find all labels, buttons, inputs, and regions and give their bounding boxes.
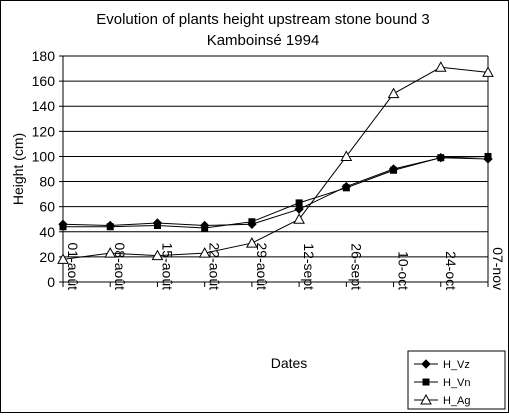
data-point-triangle (246, 237, 258, 248)
data-point-square (106, 223, 114, 231)
axes (59, 55, 489, 287)
x-tick-label: 22-août (207, 243, 223, 291)
data-point-triangle (104, 247, 117, 258)
series-H_Ag (57, 61, 494, 264)
legend-label: H_Vn (443, 377, 471, 389)
y-tick-label: 140 (32, 98, 56, 114)
data-point-square (422, 378, 430, 386)
data-point-triangle (387, 87, 400, 99)
x-tick-label: 08-août (112, 243, 128, 291)
data-point-square (153, 222, 161, 229)
data-point-square (342, 184, 350, 192)
x-tick-label: 07-nov (490, 247, 506, 290)
y-tick-label: 80 (39, 174, 55, 190)
data-point-triangle (198, 247, 211, 258)
legend-label: H_Ag (443, 395, 471, 407)
chart-subtitle: Kamboinsé 1994 (207, 32, 320, 49)
series-layer (57, 61, 494, 264)
x-tick-label: 15-août (159, 243, 175, 291)
x-tick-label: 26-sept (348, 243, 364, 290)
y-tick-label: 20 (39, 249, 55, 265)
x-tick-label: 01-août (65, 243, 81, 291)
legend: H_Vz H_Vn H_Ag (407, 350, 506, 410)
series-line (63, 155, 489, 229)
y-tick-label: 180 (32, 48, 56, 64)
x-tick-labels: 01-août 08-août 15-août 22-août 29-août 12-se… (65, 243, 506, 291)
series-H_Vz (58, 152, 493, 231)
x-tick-label: 12-sept (301, 243, 317, 290)
data-point-triangle (57, 253, 69, 264)
y-tick-label: 60 (39, 199, 55, 215)
x-tick-label: 29-août (254, 243, 270, 291)
x-tick-label: 10-oct (396, 251, 412, 290)
chart-title: Evolution of plants height upstream ston… (96, 11, 430, 28)
data-point-triangle (434, 61, 447, 72)
data-point-diamond (421, 359, 431, 369)
data-point-square (437, 154, 445, 162)
data-point-triangle (482, 66, 494, 77)
x-axis-title: Dates (271, 355, 308, 371)
x-tick-label: 24-oct (443, 251, 459, 290)
data-point-square (390, 166, 398, 174)
series-H_Vn (59, 152, 492, 232)
series-line (62, 66, 489, 260)
y-tick-label: 0 (47, 274, 55, 290)
data-point-square (201, 224, 209, 232)
y-tick-label: 40 (39, 224, 55, 240)
data-point-triangle (340, 150, 353, 161)
y-tick-label: 100 (32, 148, 56, 164)
data-point-square (248, 218, 256, 226)
data-point-triangle (420, 393, 432, 405)
data-point-square (59, 223, 67, 231)
data-point-square (295, 199, 303, 207)
y-tick-label: 160 (32, 73, 56, 89)
data-point-triangle (293, 213, 305, 224)
data-point-diamond (294, 204, 304, 214)
legend-label: H_Vz (443, 359, 470, 371)
gridlines (63, 55, 488, 258)
data-point-square (484, 152, 492, 160)
series-line (62, 157, 489, 227)
y-tick-labels: 0 20 40 60 80 100 120 140 160 180 (32, 48, 56, 290)
data-point-triangle (151, 249, 164, 261)
y-axis-title: Height (cm) (10, 133, 26, 205)
y-tick-label: 120 (32, 123, 56, 139)
